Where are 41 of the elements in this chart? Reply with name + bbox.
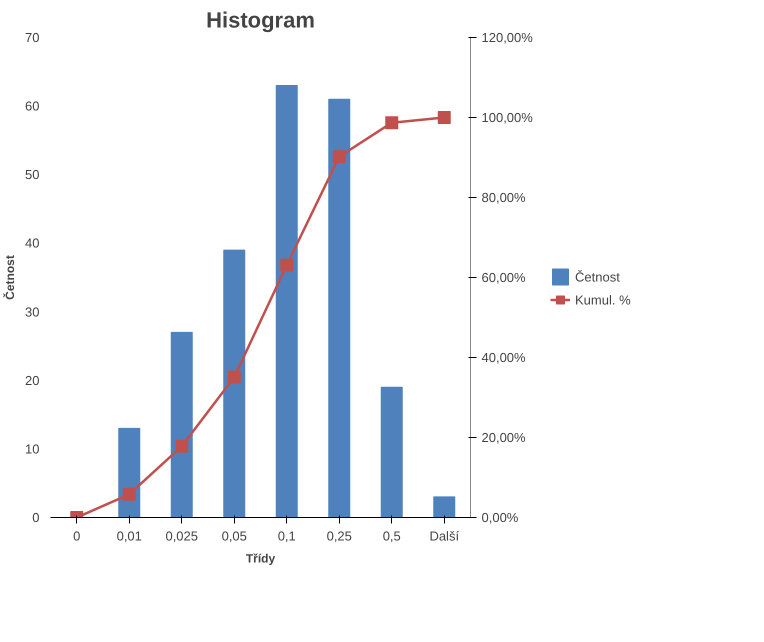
point	[332, 150, 346, 164]
x-tick-label: 0,025	[165, 528, 198, 544]
y2-tick-label: 100,00%	[482, 110, 534, 125]
y-tick-label: 10	[25, 441, 40, 456]
y-axis-title: Četnost	[3, 255, 18, 300]
y2-tick-label: 60,00%	[482, 270, 526, 285]
bar	[276, 85, 298, 518]
chart-title: Histogram	[206, 8, 315, 32]
point	[385, 116, 398, 130]
y-tick-label: 40	[25, 236, 40, 251]
y-tick-label: 20	[25, 372, 40, 388]
point	[228, 370, 241, 384]
y-tick-label: 60	[25, 98, 40, 114]
x-axis-title: Třídy	[246, 552, 276, 566]
bar	[328, 98, 350, 518]
y-tick-label: 30	[25, 304, 40, 320]
bar	[380, 386, 403, 518]
bar	[170, 332, 193, 518]
x-tick-label: Další	[429, 528, 460, 544]
bar	[433, 496, 456, 518]
legend-label: Kumul. %	[575, 292, 631, 307]
x-tick-label: 0,01	[116, 528, 142, 544]
x-tick-label: 0,25	[326, 528, 352, 544]
x-tick-label: 0,05	[222, 528, 247, 544]
y2-tick-label: 80,00%	[482, 190, 526, 205]
y2-tick-label: 40,00%	[482, 350, 526, 365]
point	[122, 488, 136, 501]
x-tick-label: 0,1	[278, 528, 296, 544]
bar	[223, 250, 246, 518]
y-tick-label: 70	[25, 30, 40, 45]
y2-tick-label: 20,00%	[482, 430, 526, 445]
x-tick-label: 0,5	[382, 528, 401, 544]
y-tick-label: 0	[32, 510, 40, 525]
x-tick-label: 0	[73, 528, 80, 544]
y-tick-label: 50	[25, 167, 40, 182]
point	[280, 258, 294, 272]
y2-tick-label: 0,00%	[482, 510, 519, 525]
point	[438, 111, 451, 124]
point	[175, 440, 188, 453]
y2-tick-label: 120,00%	[482, 30, 534, 45]
legend-label: Četnost	[575, 269, 620, 284]
